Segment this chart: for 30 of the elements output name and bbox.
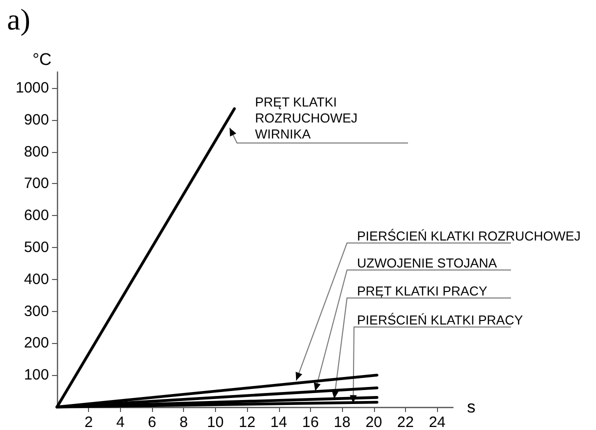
annotation: PRĘT KLATKI PRACY [357,284,488,298]
annotation: PRĘT KLATKI ROZRUCHOWEJ WIRNIKA [255,94,358,142]
y-tick-label: 900 [24,111,49,128]
y-tick-label: 400 [24,270,49,288]
x-tick-label: 20 [365,414,382,430]
y-tick-label: 700 [24,175,49,192]
y-tick-label: 100 [24,366,49,384]
y-tick-label: 1000 [16,79,49,96]
x-tick-label: 6 [148,414,156,430]
x-tick-label: 2 [84,414,93,430]
annotation: UZWOJENIE STOJANA [357,256,498,270]
y-axis-title: °C [32,50,52,69]
annotation: PIERŚCIEŃ KLATKI ROZRUCHOWEJ [357,228,581,244]
y-tick-label: 600 [24,207,49,224]
y-tick-label: 200 [24,334,49,352]
x-tick-label: 4 [116,414,125,430]
x-tick-label: 22 [397,414,414,430]
x-tick-label: 8 [180,414,188,430]
x-tick-label: 10 [207,414,224,430]
x-tick-label: 16 [302,414,319,430]
y-tick-label: 300 [24,302,49,320]
x-tick-label: 12 [238,414,256,430]
x-tick-label: 14 [270,414,288,430]
annotation: PIERŚCIEŃ KLATKI PRACY [357,312,524,328]
x-tick-label: 18 [334,414,350,430]
x-tick-label: 24 [428,414,446,430]
y-tick-label: 800 [24,143,49,160]
x-axis-title: s [467,398,476,416]
y-tick-label: 500 [24,238,49,256]
chart-title: a) [7,4,30,36]
